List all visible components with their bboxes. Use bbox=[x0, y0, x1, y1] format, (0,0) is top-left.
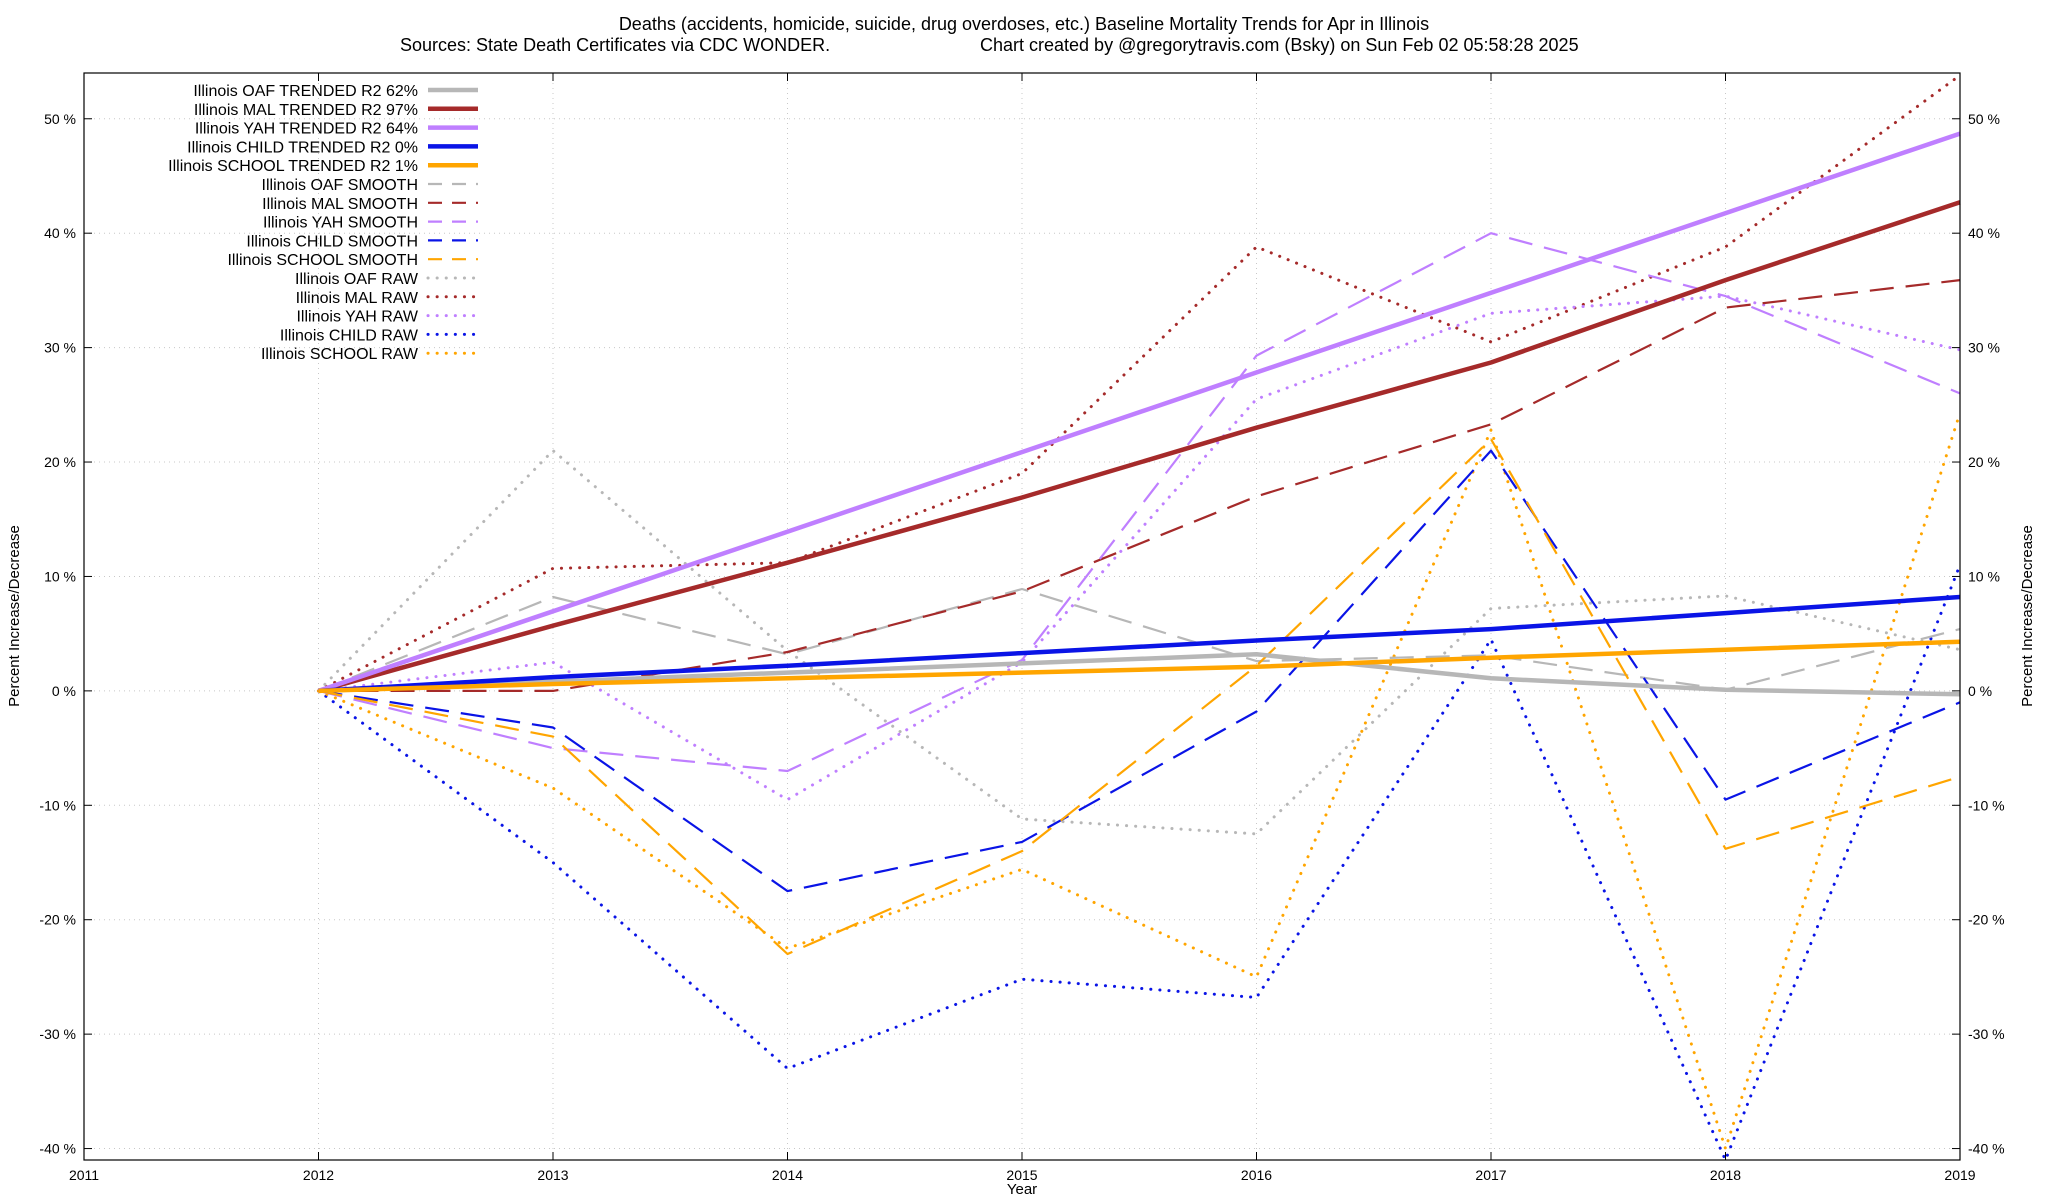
series-line-illinois-oaf-trended-r2-62 bbox=[318, 652, 1961, 697]
y-tick-label-right: 0 % bbox=[1968, 683, 1992, 699]
series-line-illinois-yah-smooth bbox=[318, 232, 1961, 773]
y-tick-label-left: 10 % bbox=[44, 568, 76, 584]
y-tick-label-right: 20 % bbox=[1968, 454, 2000, 470]
y-tick-label-left: -10 % bbox=[39, 797, 76, 813]
y-tick-label-left: -40 % bbox=[39, 1141, 76, 1157]
y-tick-label-left: 20 % bbox=[44, 454, 76, 470]
x-tick-label: 2017 bbox=[1475, 1167, 1506, 1183]
legend: Illinois OAF TRENDED R2 62% Illinois MAL … bbox=[168, 83, 480, 363]
y-tick-label-left: 50 % bbox=[44, 111, 76, 127]
x-tick-label: 2018 bbox=[1710, 1167, 1741, 1183]
series-line-illinois-school-smooth bbox=[318, 438, 1961, 956]
series-line-illinois-mal-trended-r2-97 bbox=[317, 200, 1961, 694]
legend-label: Illinois MAL TRENDED R2 97% bbox=[194, 102, 418, 119]
legend-label: Illinois CHILD RAW bbox=[280, 327, 419, 344]
legend-label: Illinois YAH RAW bbox=[296, 309, 418, 326]
legend-label: Illinois MAL RAW bbox=[296, 290, 419, 307]
y-tick-label-right: 10 % bbox=[1968, 568, 2000, 584]
y-tick-label-left: -20 % bbox=[39, 912, 76, 928]
y-tick-label-left: 40 % bbox=[44, 225, 76, 241]
y-tick-label-right: 40 % bbox=[1968, 225, 2000, 241]
y-tick-label-right: -40 % bbox=[1968, 1141, 2005, 1157]
x-tick-label: 2011 bbox=[69, 1167, 99, 1183]
legend-label: Illinois YAH TRENDED R2 64% bbox=[195, 121, 418, 138]
legend-label: Illinois CHILD SMOOTH bbox=[246, 233, 418, 250]
series-line-illinois-yah-trended-r2-64 bbox=[317, 131, 1961, 694]
series-line-illinois-child-raw bbox=[317, 563, 1962, 1162]
y-tick-label-right: 30 % bbox=[1968, 340, 2000, 356]
legend-label: Illinois SCHOOL SMOOTH bbox=[227, 252, 418, 269]
series-line-illinois-child-trended-r2-0 bbox=[318, 594, 1961, 694]
y-axis-label-left: Percent Increase/Decrease bbox=[6, 525, 23, 707]
legend-label: Illinois OAF RAW bbox=[295, 271, 419, 288]
legend-label: Illinois OAF TRENDED R2 62% bbox=[193, 83, 418, 100]
series-line-illinois-school-trended-r2-1 bbox=[318, 639, 1961, 694]
x-axis-label: Year bbox=[1007, 1181, 1037, 1198]
y-tick-label-left: 30 % bbox=[44, 340, 76, 356]
legend-label: Illinois OAF SMOOTH bbox=[262, 177, 418, 194]
y-tick-label-right: 50 % bbox=[1968, 111, 2000, 127]
x-tick-label: 2012 bbox=[303, 1167, 334, 1183]
y-tick-label-right: -10 % bbox=[1968, 797, 2005, 813]
x-tick-label: 2019 bbox=[1944, 1167, 1975, 1183]
legend-label: Illinois CHILD TRENDED R2 0% bbox=[187, 139, 418, 156]
legend-label: Illinois SCHOOL RAW bbox=[261, 346, 419, 363]
plot-series bbox=[317, 73, 1962, 1162]
grid bbox=[84, 73, 1960, 1160]
series-line-illinois-child-smooth bbox=[318, 449, 1961, 893]
x-tick-label: 2013 bbox=[537, 1167, 568, 1183]
legend-label: Illinois MAL SMOOTH bbox=[262, 196, 418, 213]
x-tick-label: 2014 bbox=[772, 1167, 803, 1183]
series-line-illinois-oaf-smooth bbox=[318, 587, 1961, 692]
y-tick-label-right: -20 % bbox=[1968, 912, 2005, 928]
legend-label: Illinois SCHOOL TRENDED R2 1% bbox=[168, 158, 418, 175]
axis-ticks: 2011 2012 2013 2014 2015 2016 2017 2018 2019 50 %… bbox=[39, 73, 2005, 1183]
chart-title: Deaths (accidents, homicide, suicide, dr… bbox=[619, 14, 1429, 34]
x-tick-label: 2016 bbox=[1241, 1167, 1272, 1183]
y-tick-label-left: -30 % bbox=[39, 1026, 76, 1042]
y-axis-label-right: Percent Increase/Decrease bbox=[2019, 525, 2036, 707]
chart-subtitle-credit: Chart created by @gregorytravis.com (Bsk… bbox=[980, 35, 1579, 55]
y-tick-label-left: 0 % bbox=[52, 683, 76, 699]
series-line-illinois-school-raw bbox=[317, 411, 1962, 1151]
x-tick-label: 2015 bbox=[1006, 1167, 1037, 1183]
chart-subtitle-sources: Sources: State Death Certificates via CD… bbox=[400, 35, 830, 55]
legend-label: Illinois YAH SMOOTH bbox=[263, 215, 418, 232]
y-tick-label-right: -30 % bbox=[1968, 1026, 2005, 1042]
